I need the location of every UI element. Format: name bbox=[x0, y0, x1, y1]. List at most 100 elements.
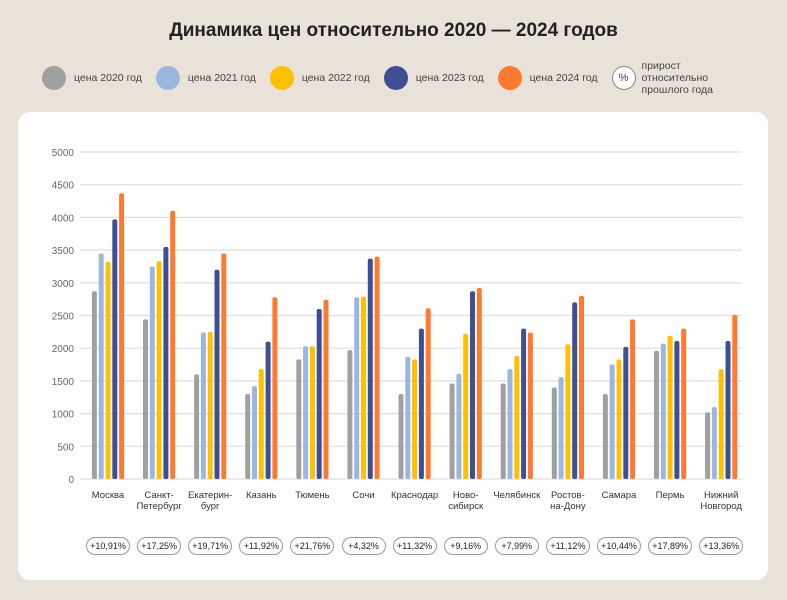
legend-label: цена 2021 год bbox=[187, 72, 256, 84]
x-tick-label: Москва bbox=[92, 490, 125, 501]
growth-badge: +11,92% bbox=[239, 537, 284, 555]
legend-swatch bbox=[42, 66, 66, 90]
y-tick-label: 5000 bbox=[52, 148, 75, 159]
bar bbox=[623, 346, 629, 479]
y-tick-label: 500 bbox=[57, 442, 74, 453]
bar bbox=[354, 297, 360, 479]
bar bbox=[105, 261, 111, 479]
bar bbox=[207, 331, 213, 479]
bar bbox=[527, 332, 533, 479]
bar bbox=[514, 356, 520, 479]
legend-item: цена 2023 год bbox=[383, 66, 484, 90]
y-tick-label: 1000 bbox=[52, 410, 75, 421]
bar bbox=[732, 314, 738, 479]
x-tick-label: Сочи bbox=[352, 490, 374, 501]
bar bbox=[616, 359, 622, 479]
y-tick-label: 2500 bbox=[52, 312, 75, 323]
bar bbox=[98, 253, 104, 479]
x-tick-label: Новгород bbox=[700, 501, 742, 512]
bar bbox=[705, 412, 711, 479]
bar bbox=[361, 296, 366, 479]
legend-item: цена 2021 год bbox=[155, 66, 256, 90]
legend-label: цена 2020 год bbox=[74, 72, 142, 84]
legend-label: цена 2022 год bbox=[301, 72, 370, 84]
legend-swatch bbox=[155, 66, 180, 90]
bar bbox=[602, 393, 608, 479]
bar bbox=[119, 193, 125, 479]
bar bbox=[711, 407, 717, 479]
bar bbox=[143, 319, 148, 479]
x-tick-label: Тюмень bbox=[295, 490, 329, 501]
bar bbox=[112, 219, 118, 479]
bar bbox=[449, 383, 455, 479]
legend-label: цена 2024 год bbox=[529, 72, 598, 84]
bar bbox=[272, 297, 278, 479]
bar bbox=[630, 319, 636, 479]
bar bbox=[323, 299, 329, 479]
bar bbox=[265, 341, 271, 479]
y-tick-label: 4000 bbox=[52, 213, 75, 224]
x-tick-label: Казань bbox=[246, 490, 277, 501]
bar bbox=[565, 344, 571, 479]
bar bbox=[296, 359, 302, 479]
x-tick-label: Ростов- bbox=[551, 490, 585, 501]
y-tick-label: 4500 bbox=[52, 181, 75, 192]
bar bbox=[425, 308, 431, 479]
bar bbox=[507, 369, 513, 479]
growth-badge: +10,91% bbox=[86, 537, 130, 555]
bar bbox=[194, 374, 200, 479]
percent-icon: % bbox=[611, 66, 636, 90]
bar bbox=[258, 369, 264, 479]
bar bbox=[674, 341, 680, 479]
bar bbox=[609, 364, 615, 479]
bar bbox=[558, 376, 564, 479]
growth-badge: +21,76% bbox=[290, 537, 335, 555]
legend: цена 2020 год цена 2021 год цена 2022 год ц… bbox=[42, 60, 736, 96]
bar bbox=[681, 328, 687, 479]
bar bbox=[654, 350, 659, 479]
growth-badge: +4,32% bbox=[341, 537, 386, 555]
x-tick-label: бург bbox=[201, 501, 220, 512]
growth-badge: +10,44% bbox=[597, 537, 641, 555]
bar bbox=[316, 308, 322, 479]
growth-badge: +9,16% bbox=[443, 537, 488, 555]
bar bbox=[476, 288, 482, 479]
x-tick-label: Санкт- bbox=[144, 490, 173, 501]
legend-label: цена 2023 год bbox=[415, 72, 484, 84]
bar bbox=[718, 369, 724, 479]
bar bbox=[398, 393, 404, 479]
growth-badge: +17,89% bbox=[648, 537, 693, 555]
bar bbox=[500, 383, 506, 479]
bar bbox=[660, 343, 666, 479]
bar bbox=[405, 356, 411, 479]
y-tick-label: 3000 bbox=[52, 279, 75, 290]
bar bbox=[156, 261, 162, 479]
bar bbox=[170, 210, 176, 480]
legend-item: цена 2020 год bbox=[42, 66, 142, 90]
x-tick-label: Самара bbox=[602, 490, 637, 501]
bar bbox=[521, 328, 527, 479]
bar bbox=[463, 333, 469, 479]
bar bbox=[725, 341, 731, 479]
legend-item: цена 2024 год bbox=[497, 66, 598, 90]
chart-title: Динамика цен относительно 2020 — 2024 го… bbox=[169, 20, 618, 41]
legend-item-growth: % прирост относительно прошлого года bbox=[611, 60, 722, 96]
x-tick-label: Екатерин- bbox=[188, 490, 232, 501]
bar bbox=[374, 256, 380, 479]
bar bbox=[221, 253, 227, 479]
bar bbox=[347, 350, 353, 479]
x-tick-label: Петербург bbox=[136, 501, 182, 512]
bar bbox=[149, 266, 155, 479]
bar bbox=[214, 269, 220, 479]
growth-badge: +17,25% bbox=[137, 537, 182, 555]
bar bbox=[456, 373, 462, 479]
bar bbox=[200, 332, 206, 479]
bar bbox=[252, 386, 257, 479]
y-tick-label: 1500 bbox=[52, 377, 75, 388]
bar bbox=[91, 291, 97, 479]
growth-badge: +7,99% bbox=[494, 537, 539, 555]
legend-swatch bbox=[269, 66, 294, 90]
bar bbox=[303, 346, 309, 479]
y-tick-label: 2000 bbox=[52, 344, 75, 355]
